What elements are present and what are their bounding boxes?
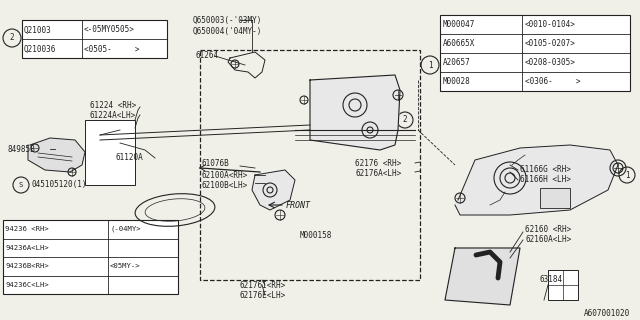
Text: FRONT: FRONT	[286, 201, 311, 210]
Text: A60665X: A60665X	[443, 39, 476, 48]
Text: 61076B: 61076B	[202, 158, 230, 167]
Text: Q21003: Q21003	[24, 26, 52, 35]
Text: 62176E<LH>: 62176E<LH>	[240, 291, 286, 300]
Text: M000158: M000158	[300, 230, 332, 239]
Text: Q650004('04MY-): Q650004('04MY-)	[193, 27, 262, 36]
Text: A607001020: A607001020	[584, 308, 630, 317]
Text: 62160 <RH>: 62160 <RH>	[525, 226, 572, 235]
Text: 63184: 63184	[540, 276, 563, 284]
Bar	[200, 50, 420, 280]
Text: 62100B<LH>: 62100B<LH>	[202, 180, 248, 189]
Bar	[540, 188, 570, 208]
Text: <0208-0305>: <0208-0305>	[525, 58, 576, 67]
Text: <0010-0104>: <0010-0104>	[525, 20, 576, 29]
Text: A20657: A20657	[443, 58, 471, 67]
Text: <0505-     >: <0505- >	[84, 44, 140, 53]
Text: S: S	[19, 182, 23, 188]
Text: 2: 2	[403, 116, 407, 124]
Text: 62176A<LH>: 62176A<LH>	[355, 169, 401, 178]
Bar	[22, 20, 167, 58]
Text: 2: 2	[10, 34, 14, 43]
Text: 94236 <RH>: 94236 <RH>	[5, 226, 49, 232]
Text: 1: 1	[625, 171, 629, 180]
Text: 61224A<LH>: 61224A<LH>	[90, 110, 136, 119]
Text: Q650003(-'03MY): Q650003(-'03MY)	[193, 15, 262, 25]
Text: <0105-0207>: <0105-0207>	[525, 39, 576, 48]
Polygon shape	[445, 248, 520, 305]
Polygon shape	[252, 170, 295, 210]
Polygon shape	[310, 75, 400, 150]
Text: 62100A<RH>: 62100A<RH>	[202, 171, 248, 180]
Text: 62160A<LH>: 62160A<LH>	[525, 236, 572, 244]
Text: <05MY->: <05MY->	[110, 263, 141, 269]
Text: 84985B: 84985B	[8, 146, 36, 155]
Text: 94236B<RH>: 94236B<RH>	[5, 263, 49, 269]
Text: 61166G <RH>: 61166G <RH>	[520, 165, 571, 174]
Text: M00028: M00028	[443, 77, 471, 86]
Text: 61264: 61264	[195, 52, 218, 60]
Text: 61166H <LH>: 61166H <LH>	[520, 175, 571, 185]
Text: 045105120(1): 045105120(1)	[31, 180, 86, 189]
Text: 94236A<LH>: 94236A<LH>	[5, 245, 49, 251]
Text: 61120A: 61120A	[115, 154, 143, 163]
Bar	[3, 220, 178, 294]
Text: <0306-     >: <0306- >	[525, 77, 580, 86]
Text: 62176I<RH>: 62176I<RH>	[240, 281, 286, 290]
Polygon shape	[28, 138, 85, 172]
Polygon shape	[455, 145, 618, 215]
Text: 61224 <RH>: 61224 <RH>	[90, 100, 136, 109]
Bar	[440, 15, 630, 91]
Text: Q210036: Q210036	[24, 44, 56, 53]
Text: 94236C<LH>: 94236C<LH>	[5, 282, 49, 288]
Bar	[85, 120, 135, 185]
Text: 1: 1	[428, 60, 432, 69]
Text: 62176 <RH>: 62176 <RH>	[355, 158, 401, 167]
Text: (-04MY>: (-04MY>	[110, 226, 141, 233]
Text: M000047: M000047	[443, 20, 476, 29]
Text: <-05MY0505>: <-05MY0505>	[84, 26, 135, 35]
Bar	[548, 270, 578, 300]
